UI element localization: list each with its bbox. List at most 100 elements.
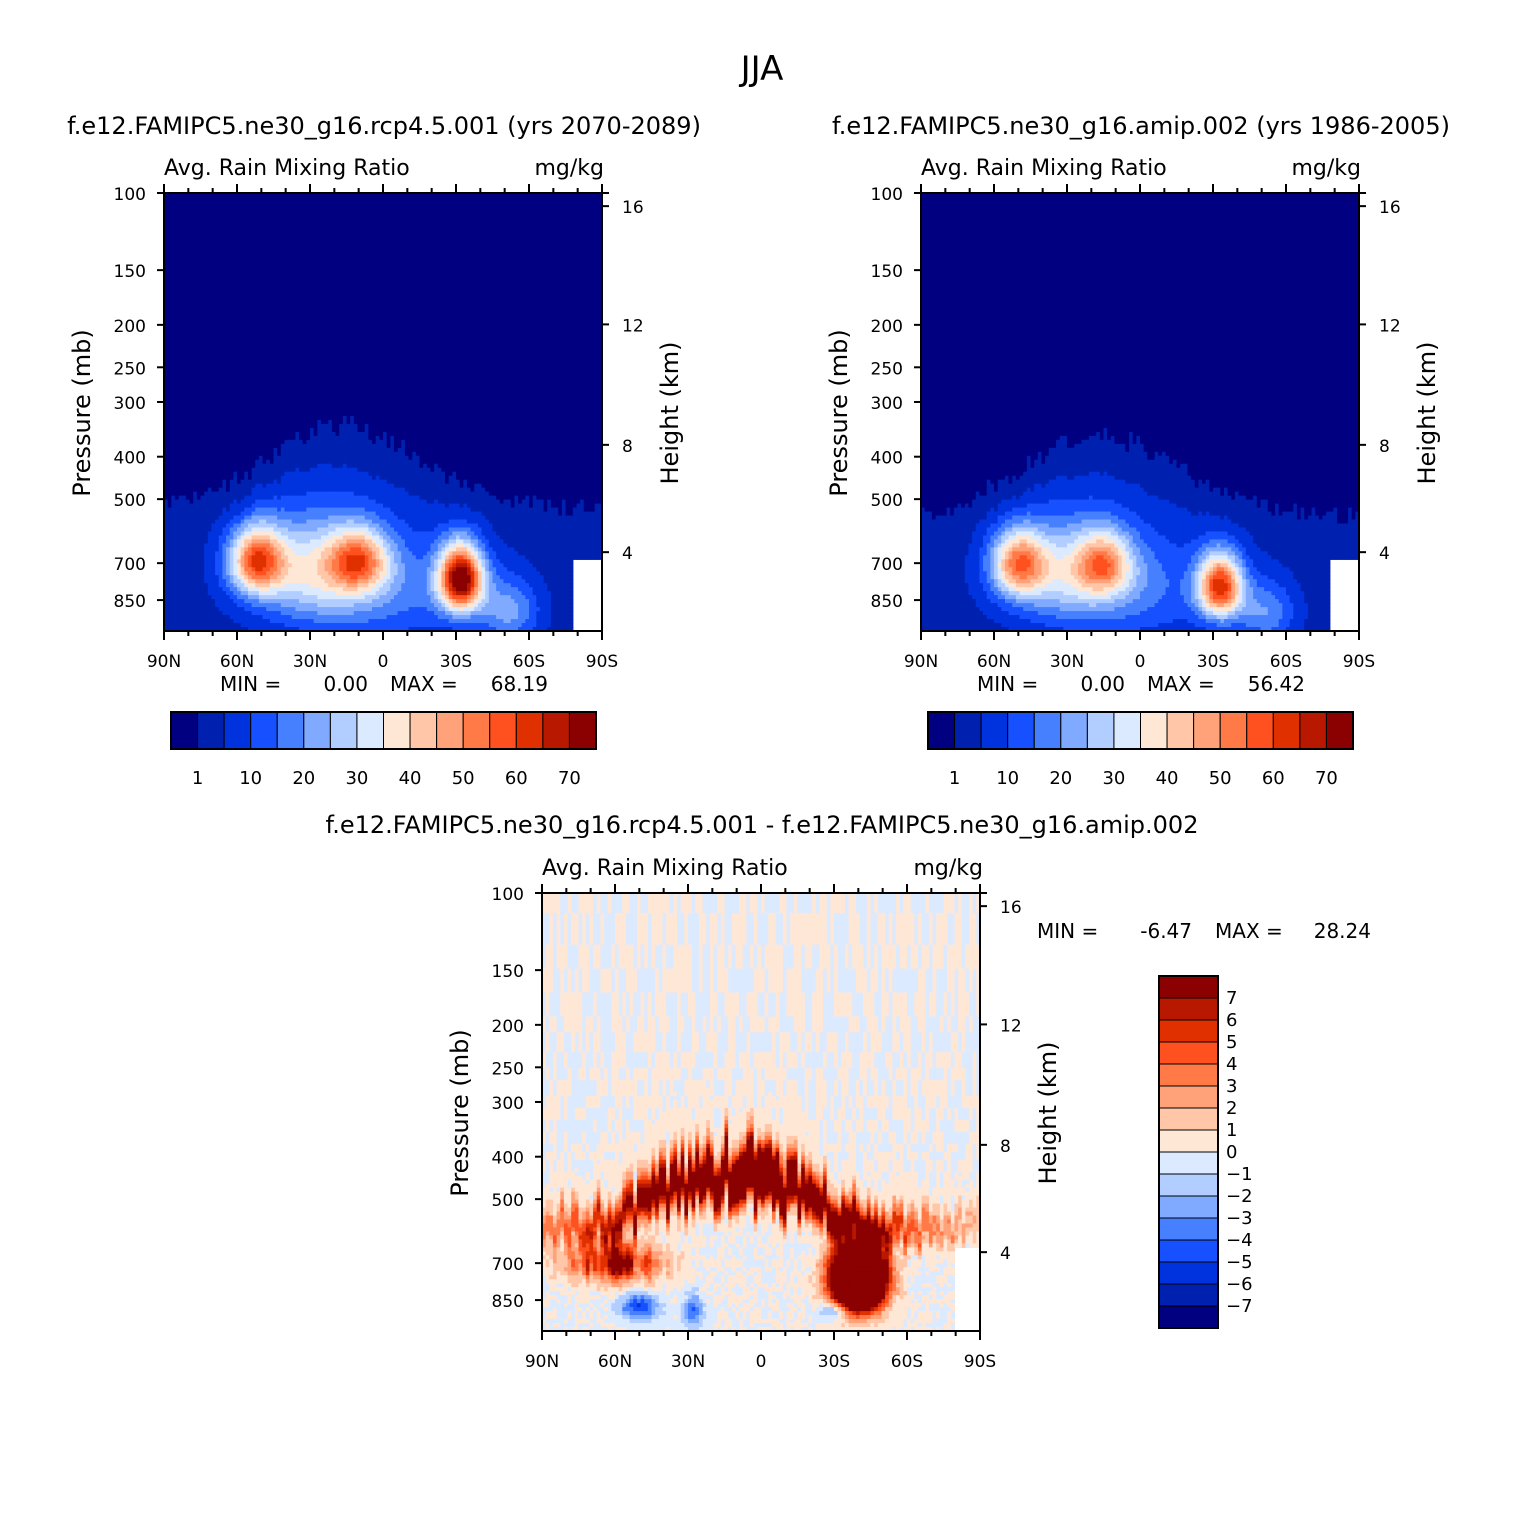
panel-future-cell bbox=[383, 352, 387, 357]
panel-future-cell bbox=[321, 312, 325, 317]
panel-future-cell bbox=[533, 281, 537, 286]
panel-future-cell bbox=[482, 297, 486, 302]
panel-future-cell bbox=[540, 352, 544, 357]
panel-future-cell bbox=[368, 297, 372, 302]
panel-future-cell bbox=[518, 344, 522, 349]
panel-future-cell bbox=[317, 225, 321, 230]
panel-future-cell bbox=[252, 301, 256, 306]
panel-future-cell bbox=[522, 348, 526, 353]
panel-future-cell bbox=[332, 249, 336, 254]
panel-future-cell bbox=[237, 308, 241, 313]
panel-future-cell bbox=[441, 253, 445, 258]
panel-future-cell bbox=[365, 348, 369, 353]
panel-future-cell bbox=[573, 332, 577, 337]
panel-future-cell bbox=[306, 197, 310, 202]
panel-future-cell bbox=[241, 316, 245, 321]
panel-future-cell bbox=[226, 312, 230, 317]
panel-future-cell bbox=[591, 249, 595, 254]
panel-future-cell bbox=[540, 344, 544, 349]
panel-future-cell bbox=[354, 324, 358, 329]
panel-future-cell bbox=[230, 301, 234, 306]
panel-future-cell bbox=[533, 352, 537, 357]
panel-future-cell bbox=[522, 221, 526, 226]
panel-future-cell bbox=[441, 348, 445, 353]
panel-future-cell bbox=[485, 241, 489, 246]
panel-future-cell bbox=[387, 205, 391, 210]
panel-future-cell bbox=[193, 269, 197, 274]
panel-future-cell bbox=[471, 273, 475, 278]
panel-future-cell bbox=[405, 261, 409, 266]
panel-future-cell bbox=[299, 324, 303, 329]
panel-future-cell bbox=[566, 217, 570, 222]
panel-future-cell bbox=[536, 273, 540, 278]
panel-future-cell bbox=[514, 233, 518, 238]
panel-future-cell bbox=[584, 213, 588, 218]
panel-future-cell bbox=[383, 301, 387, 306]
panel-future-cell bbox=[522, 261, 526, 266]
panel-future-cell bbox=[409, 328, 413, 333]
panel-future-cell bbox=[379, 289, 383, 294]
panel-future-cell bbox=[544, 261, 548, 266]
panel-future-cell bbox=[365, 209, 369, 214]
panel-future-cell bbox=[595, 344, 599, 349]
panel-future-cell bbox=[299, 265, 303, 270]
panel-future-cell bbox=[241, 308, 245, 313]
panel-future-cell bbox=[259, 312, 263, 317]
panel-future-cell bbox=[222, 285, 226, 290]
panel-future-cell bbox=[193, 249, 197, 254]
panel-future-cell bbox=[171, 332, 175, 337]
panel-future-cell bbox=[438, 340, 442, 345]
panel-future-cell bbox=[168, 293, 172, 298]
panel-future-cell bbox=[467, 221, 471, 226]
panel-future-cell bbox=[544, 253, 548, 258]
panel-future-cell bbox=[463, 316, 467, 321]
panel-future-cell bbox=[463, 289, 467, 294]
panel-future-cell bbox=[186, 301, 190, 306]
panel-future-cell bbox=[401, 201, 405, 206]
panel-future-cell bbox=[423, 273, 427, 278]
panel-future-cell bbox=[441, 265, 445, 270]
panel-future-cell bbox=[555, 241, 559, 246]
panel-future-cell bbox=[595, 324, 599, 329]
panel-future-cell bbox=[266, 261, 270, 266]
panel-future-cell bbox=[201, 225, 205, 230]
panel-future-cell bbox=[485, 289, 489, 294]
panel-future-cell bbox=[354, 301, 358, 306]
panel-future-cell bbox=[485, 209, 489, 214]
panel-future-cell bbox=[219, 221, 223, 226]
panel-future-cell bbox=[496, 221, 500, 226]
panel-future-cell bbox=[500, 308, 504, 313]
panel-future-cell bbox=[328, 261, 332, 266]
panel-future-cell bbox=[496, 217, 500, 222]
panel-future-cell bbox=[420, 201, 424, 206]
panel-future-cell bbox=[336, 245, 340, 250]
panel-future-cell bbox=[398, 289, 402, 294]
panel-future-cell bbox=[197, 245, 201, 250]
panel-future-cell bbox=[197, 205, 201, 210]
panel-future-cell bbox=[255, 225, 259, 230]
panel-future-cell bbox=[427, 340, 431, 345]
panel-future-cell bbox=[555, 249, 559, 254]
panel-future-cell bbox=[566, 233, 570, 238]
panel-future-cell bbox=[500, 205, 504, 210]
panel-future-cell bbox=[175, 316, 179, 321]
panel-future-cell bbox=[292, 328, 296, 333]
panel-future-cell bbox=[471, 277, 475, 282]
panel-future-cell bbox=[339, 245, 343, 250]
panel-future-cell bbox=[489, 209, 493, 214]
panel-future-cell bbox=[496, 205, 500, 210]
panel-future-cell bbox=[259, 340, 263, 345]
panel-future-cell bbox=[284, 253, 288, 258]
panel-future-cell bbox=[263, 241, 267, 246]
panel-future-cell bbox=[270, 273, 274, 278]
panel-future-cell bbox=[248, 324, 252, 329]
panel-future-cell bbox=[383, 269, 387, 274]
panel-future-cell bbox=[368, 245, 372, 250]
panel-future-cell bbox=[255, 201, 259, 206]
panel-future-cell bbox=[562, 316, 566, 321]
panel-future-cell bbox=[365, 277, 369, 282]
panel-future-cell bbox=[179, 281, 183, 286]
panel-future-cell bbox=[303, 261, 307, 266]
panel-future-cell bbox=[584, 285, 588, 290]
panel-future-cell bbox=[284, 297, 288, 302]
